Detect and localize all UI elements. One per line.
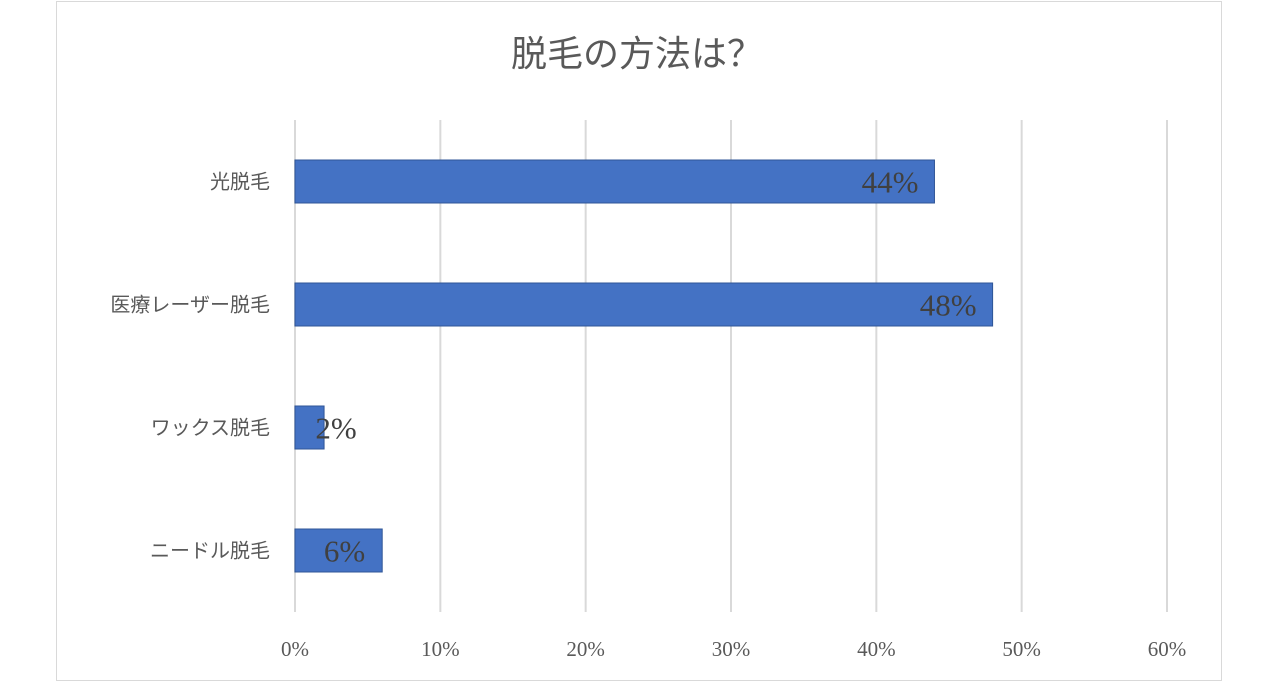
bar [294, 528, 383, 573]
data-label: 6% [324, 534, 365, 569]
x-tick-label: 50% [1002, 637, 1041, 661]
bars [294, 159, 994, 573]
x-tick-labels: 0% 10% 20% 30% 40% 50% 60% [281, 637, 1186, 661]
data-label: 48% [920, 288, 977, 323]
data-labels: 44% 48% 2% 6% [315, 165, 976, 569]
category-label: ニードル脱毛 [150, 539, 270, 563]
bar [294, 282, 994, 327]
chart-title: 脱毛の方法は？ [511, 34, 763, 75]
data-label: 2% [315, 411, 356, 446]
x-tick-label: 60% [1148, 637, 1187, 661]
x-tick-label: 30% [712, 637, 751, 661]
x-tick-label: 40% [857, 637, 896, 661]
chart-frame [56, 1, 1222, 681]
category-label: 医療レーザー脱毛 [110, 293, 270, 317]
category-label: 光脱毛 [210, 170, 270, 194]
x-tick-label: 0% [281, 637, 309, 661]
data-label: 44% [862, 165, 919, 200]
bar [294, 405, 325, 450]
bar [294, 159, 935, 204]
x-tick-label: 20% [566, 637, 605, 661]
x-tick-label: 10% [421, 637, 460, 661]
category-label: ワックス脱毛 [151, 416, 270, 440]
